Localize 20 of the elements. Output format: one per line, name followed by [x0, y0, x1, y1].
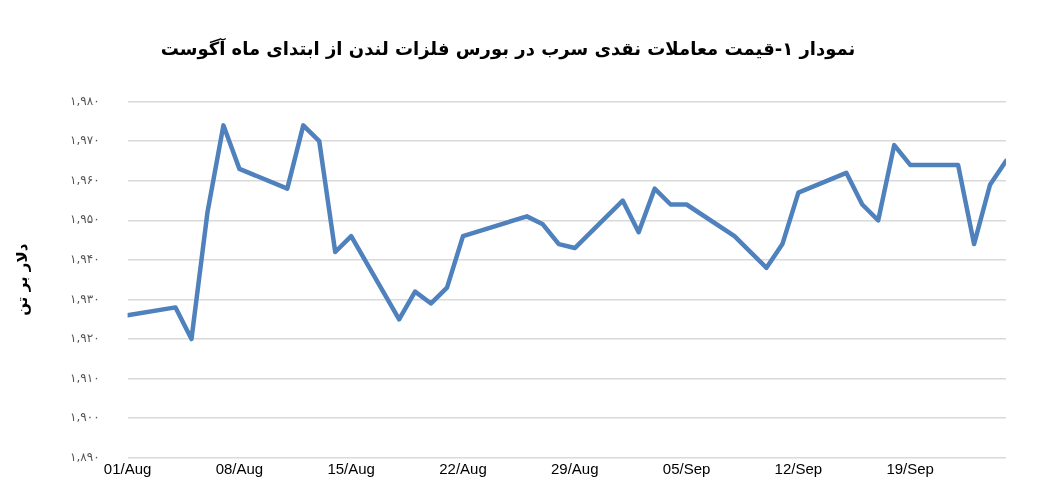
- x-tick-label: 05/Sep: [662, 459, 711, 477]
- x-tick-label: 08/Aug: [215, 459, 264, 477]
- y-tick-label: ۱,۹۸۰: [69, 93, 100, 108]
- y-tick-label: ۱,۸۹۰: [69, 449, 100, 464]
- x-tick-label: 29/Aug: [551, 459, 599, 477]
- x-tick-label: 22/Aug: [439, 459, 487, 477]
- y-tick-label: ۱,۹۷۰: [69, 133, 100, 148]
- y-tick-label: ۱,۹۴۰: [69, 252, 100, 267]
- y-tick-label: ۱,۹۳۰: [69, 291, 100, 306]
- y-tick-label: ۱,۹۱۰: [69, 370, 100, 385]
- x-tick-label: 19/Sep: [886, 459, 934, 477]
- chart-title: نمودار ۱-قیمت معاملات نقدی سرب در بورس فلزات لندن از ابتدای ماه آگوست: [160, 37, 856, 61]
- x-tick-label: 12/Sep: [774, 459, 823, 477]
- x-tick-label: 01/Aug: [103, 459, 152, 477]
- y-tick-label: ۱,۹۲۰: [69, 331, 100, 346]
- y-tick-label: ۱,۹۵۰: [69, 212, 100, 227]
- x-tick-label: 15/Aug: [327, 459, 375, 477]
- y-axis-title: دلار بر تن: [12, 243, 31, 316]
- y-tick-label: ۱,۹۰۰: [69, 410, 100, 425]
- y-tick-label: ۱,۹۶۰: [69, 172, 100, 187]
